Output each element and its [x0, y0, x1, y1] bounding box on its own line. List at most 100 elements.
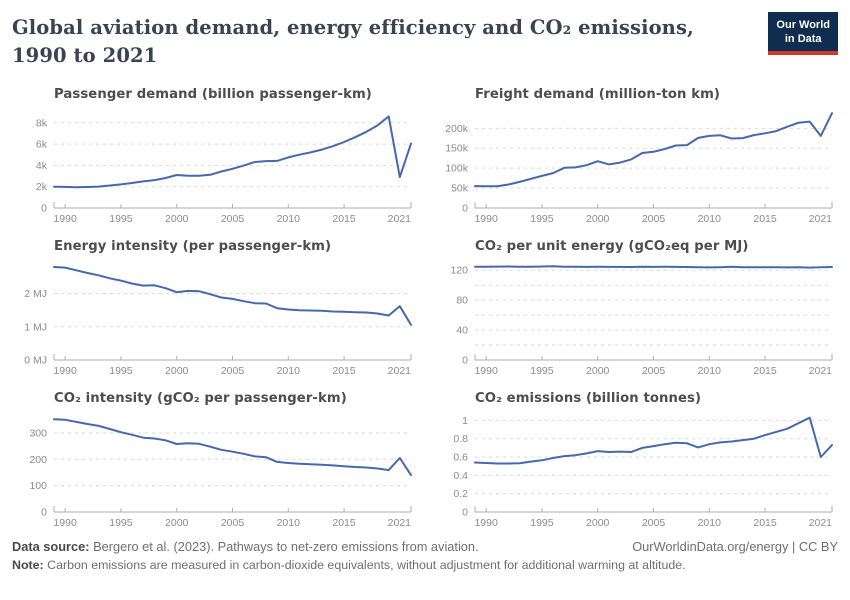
x-tick-label: 2015	[332, 365, 356, 377]
y-tick-label: 0	[41, 203, 47, 215]
data-line	[53, 418, 412, 477]
chart-title: CO₂ intensity (gCO₂ per passenger-km)	[54, 391, 347, 407]
y-tick-label: 2 MJ	[24, 288, 47, 300]
source-text: Bergero et al. (2023). Pathways to net-z…	[89, 539, 479, 555]
y-tick-label: 100k	[445, 163, 469, 175]
x-tick-label: 2010	[698, 213, 722, 225]
x-tick-label: 1995	[109, 365, 133, 377]
x-tick-label: 2010	[698, 365, 722, 377]
y-tick-label: 80	[456, 295, 468, 307]
chart-canvas: 0 40 80 120 1990 1995 2000 2005 2010 2015 2021	[450, 265, 833, 377]
y-tick-label: 0.4	[453, 470, 468, 482]
x-tick-label: 2000	[586, 517, 610, 529]
x-tick-label: 2021	[809, 213, 833, 225]
y-tick-label: 0	[462, 507, 468, 519]
chart-freight-demand: Freight demand (million-ton km) 0 50k 100k…	[433, 75, 838, 227]
x-tick-label: 2015	[332, 213, 356, 225]
data-line	[53, 266, 412, 327]
y-tick-label: 40	[456, 325, 468, 337]
x-tick-label: 2005	[642, 213, 666, 225]
x-tick-label: 1990	[53, 365, 77, 377]
owid-logo-line1: Our World	[776, 19, 830, 31]
chart-canvas: 0 0.2 0.4 0.6 0.8 1 1990 1995 2000 2005 2010 2015 20…	[453, 415, 833, 529]
x-tick-label: 2005	[221, 517, 245, 529]
chart-grid: Passenger demand (billion passenger-km) …	[12, 75, 838, 531]
x-tick-label: 1995	[109, 213, 133, 225]
y-tick-label: 0 MJ	[24, 355, 47, 367]
y-tick-label: 100	[29, 481, 47, 493]
y-tick-label: 0.8	[453, 434, 468, 446]
y-tick-label: 1	[462, 415, 468, 427]
x-tick-label: 1990	[53, 517, 77, 529]
data-line	[474, 112, 833, 188]
x-tick-label: 2000	[165, 517, 189, 529]
y-tick-label: 300	[29, 428, 47, 440]
x-tick-label: 2021	[388, 517, 412, 529]
x-tick-label: 2000	[586, 213, 610, 225]
note-label: Note:	[12, 558, 44, 573]
note-text: Carbon emissions are measured in carbon-…	[43, 558, 686, 573]
x-tick-label: 2005	[642, 517, 666, 529]
chart-co2-per-unit-energy: CO₂ per unit energy (gCO₂eq per MJ) 0 40 8…	[433, 227, 838, 379]
y-tick-label: 0	[462, 203, 468, 215]
chart-canvas: 0 2k 4k 6k 8k 1990 1995 2000 2005 2010 2015 2021	[36, 115, 412, 225]
x-tick-label: 1990	[474, 365, 498, 377]
x-tick-label: 2015	[753, 213, 777, 225]
chart-canvas: 0 100 200 300 1990 1995 2000 2005 2010 2015 2021	[29, 418, 412, 529]
x-tick-label: 1990	[474, 213, 498, 225]
data-line	[474, 417, 833, 465]
x-tick-label: 2000	[165, 213, 189, 225]
chart-title: CO₂ per unit energy (gCO₂eq per MJ)	[475, 239, 749, 255]
x-tick-label: 1995	[109, 517, 133, 529]
y-tick-label: 0	[41, 507, 47, 519]
x-tick-label: 1995	[530, 213, 554, 225]
footer: Data source: Bergero et al. (2023). Path…	[12, 539, 838, 572]
x-tick-label: 1995	[530, 517, 554, 529]
chart-energy-intensity: Energy intensity (per passenger-km) 0 MJ…	[12, 227, 417, 379]
owid-logo-line2: in Data	[784, 33, 822, 46]
data-line	[474, 265, 833, 269]
x-tick-label: 2021	[809, 517, 833, 529]
data-source-line: Data source: Bergero et al. (2023). Path…	[12, 539, 838, 554]
y-tick-label: 2k	[36, 182, 48, 194]
owid-logo[interactable]: Our World in Data	[768, 12, 838, 55]
y-tick-label: 200	[29, 454, 47, 466]
x-tick-label: 2005	[221, 365, 245, 377]
x-tick-label: 1990	[53, 213, 77, 225]
x-tick-label: 2010	[277, 517, 301, 529]
x-tick-label: 2021	[388, 365, 412, 377]
chart-title: Freight demand (million-ton km)	[475, 87, 721, 103]
chart-co2-emissions: CO₂ emissions (billion tonnes) 0 0.2 0.4 0.…	[433, 379, 838, 531]
y-tick-label: 4k	[36, 160, 48, 172]
x-tick-label: 1990	[474, 517, 498, 529]
x-tick-label: 2000	[586, 365, 610, 377]
y-tick-label: 8k	[36, 118, 48, 130]
y-tick-label: 6k	[36, 139, 48, 151]
x-tick-label: 2021	[388, 213, 412, 225]
x-tick-label: 2015	[753, 365, 777, 377]
y-tick-label: 50k	[451, 183, 469, 195]
y-tick-label: 120	[450, 265, 468, 277]
note-line: Note: Carbon emissions are measured in c…	[12, 558, 838, 572]
x-tick-label: 2010	[698, 517, 722, 529]
owid-credit-link[interactable]: OurWorldinData.org/energy | CC BY	[632, 539, 838, 555]
source-label: Data source:	[12, 539, 90, 555]
chart-canvas: 0 MJ 1 MJ 2 MJ 1990 1995 2000 2005 2010 2015 2021	[24, 266, 412, 377]
header: Global aviation demand, energy efficienc…	[12, 12, 838, 69]
y-tick-label: 200k	[445, 123, 469, 135]
x-tick-label: 2021	[809, 365, 833, 377]
chart-title: Passenger demand (billion passenger-km)	[54, 87, 372, 103]
x-tick-label: 2015	[753, 517, 777, 529]
chart-title: Energy intensity (per passenger-km)	[54, 239, 332, 255]
chart-canvas: 0 50k 100k 150k 200k 1990 1995 2000 2005 2010 2015…	[445, 112, 833, 225]
x-tick-label: 1995	[530, 365, 554, 377]
chart-passenger-demand: Passenger demand (billion passenger-km) …	[12, 75, 417, 227]
y-tick-label: 1 MJ	[24, 322, 47, 334]
y-tick-label: 0.2	[453, 489, 468, 501]
x-tick-label: 2010	[277, 213, 301, 225]
x-tick-label: 2005	[221, 213, 245, 225]
chart-title: CO₂ emissions (billion tonnes)	[475, 391, 702, 407]
y-tick-label: 0.6	[453, 452, 468, 464]
